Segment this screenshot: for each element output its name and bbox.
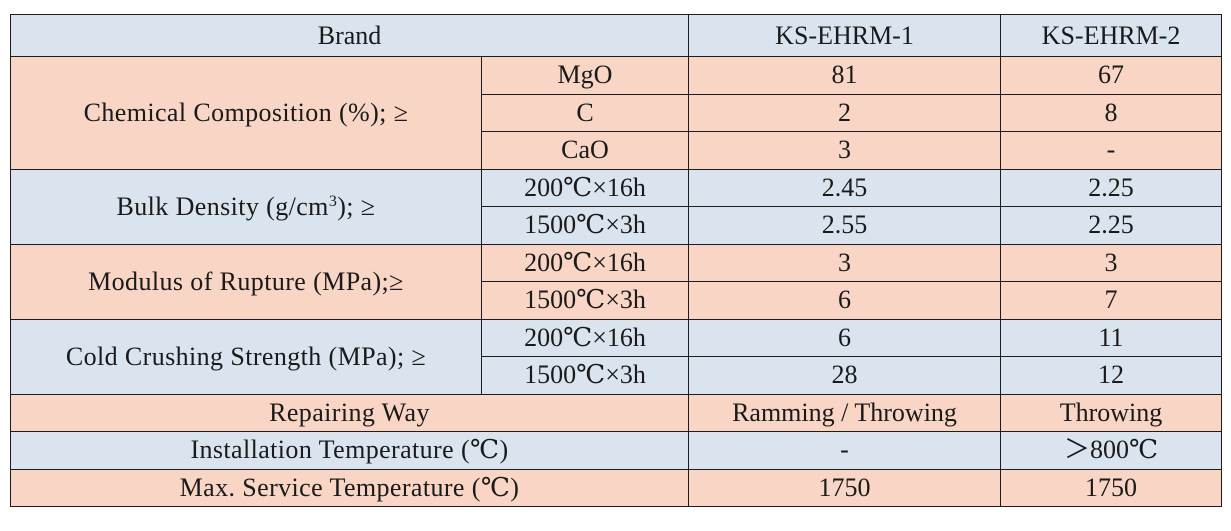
crushing-value-1: 6 [688, 318, 1002, 357]
table-row: CaO 3 - [11, 131, 1223, 170]
rupture-value-1: 3 [688, 243, 1002, 282]
chemical-item: C [480, 93, 690, 132]
rupture-value-2: 7 [1000, 281, 1223, 320]
rupture-condition: 200℃×16h [480, 243, 690, 282]
table-row: Max. Service Temperature (℃) 1750 1750 [9, 468, 1223, 507]
header-row: Brand KS-EHRM-1 KS-EHRM-2 [9, 14, 1223, 57]
bulk-density-label-sup: 3 [328, 192, 338, 210]
bulk-density-condition: 1500℃×3h [480, 206, 690, 245]
table-row: C 2 8 [11, 93, 1223, 132]
chemical-value-2: 67 [1000, 56, 1223, 95]
rupture-value-1: 6 [688, 281, 1002, 320]
bulk-density-label-prefix: Bulk Density (g/cm [116, 191, 329, 221]
chemical-value-1: 81 [688, 56, 1002, 95]
max-service-temp-label: Max. Service Temperature (℃) [9, 468, 690, 507]
crushing-condition: 200℃×16h [480, 318, 690, 357]
repairing-way-value-1: Ramming / Throwing [688, 393, 1002, 432]
table-row: Bulk Density (g/cm3); ≥ 200℃×16h 2.45 2.… [10, 168, 1223, 245]
rupture-condition: 1500℃×3h [480, 281, 690, 320]
chemical-value-1: 2 [688, 93, 1002, 132]
product-2-header: KS-EHRM-2 [1000, 14, 1223, 57]
chemical-value-2: - [1000, 131, 1223, 170]
crushing-label: Cold Crushing Strength (MPa); ≥ [10, 318, 482, 395]
table-row: Chemical Composition (%); ≥ MgO 81 67 [10, 56, 1223, 170]
crushing-condition: 1500℃×3h [480, 356, 690, 395]
bulk-density-value-2: 2.25 [1000, 168, 1223, 207]
rupture-value-2: 3 [1000, 243, 1223, 282]
rupture-label: Modulus of Rupture (MPa);≥ [10, 243, 482, 320]
max-service-temp-value-2: 1750 [1000, 468, 1223, 507]
bulk-density-value-1: 2.55 [688, 206, 1002, 245]
bulk-density-label-suffix: ); ≥ [337, 191, 376, 221]
table-row: Repairing Way Ramming / Throwing Throwin… [9, 393, 1223, 432]
installation-temp-label: Installation Temperature (℃) [9, 431, 690, 470]
chemical-item: MgO [480, 56, 690, 95]
installation-temp-value-1: - [688, 431, 1002, 470]
table-row: Installation Temperature (℃) - ＞800℃ [9, 431, 1223, 470]
installation-temp-value-2: ＞800℃ [1000, 431, 1223, 470]
brand-header: Brand [9, 14, 690, 57]
table-row: 1500℃×3h 6 7 [11, 281, 1223, 320]
bulk-density-condition: 200℃×16h [480, 168, 690, 207]
chemical-composition-label: Chemical Composition (%); ≥ [10, 56, 482, 170]
table-row: 1500℃×3h 2.55 2.25 [11, 206, 1223, 245]
product-1-header: KS-EHRM-1 [688, 14, 1002, 57]
chemical-value-2: 8 [1000, 93, 1223, 132]
bulk-density-value-1: 2.45 [688, 168, 1002, 207]
bulk-density-value-2: 2.25 [1000, 206, 1223, 245]
crushing-value-2: 11 [1000, 318, 1223, 357]
chemical-item: CaO [480, 131, 690, 170]
max-service-temp-value-1: 1750 [688, 468, 1002, 507]
repairing-way-label: Repairing Way [9, 393, 690, 432]
repairing-way-value-2: Throwing [1000, 393, 1223, 432]
crushing-value-2: 12 [1000, 356, 1223, 395]
chemical-value-1: 3 [688, 131, 1002, 170]
spec-table: Brand KS-EHRM-1 KS-EHRM-2 Chemical Compo… [9, 14, 1223, 507]
table-row: Modulus of Rupture (MPa);≥ 200℃×16h 3 3 [10, 243, 1223, 320]
bulk-density-label: Bulk Density (g/cm3); ≥ [10, 168, 482, 245]
crushing-value-1: 28 [688, 356, 1002, 395]
table-row: Cold Crushing Strength (MPa); ≥ 200℃×16h… [10, 318, 1223, 395]
